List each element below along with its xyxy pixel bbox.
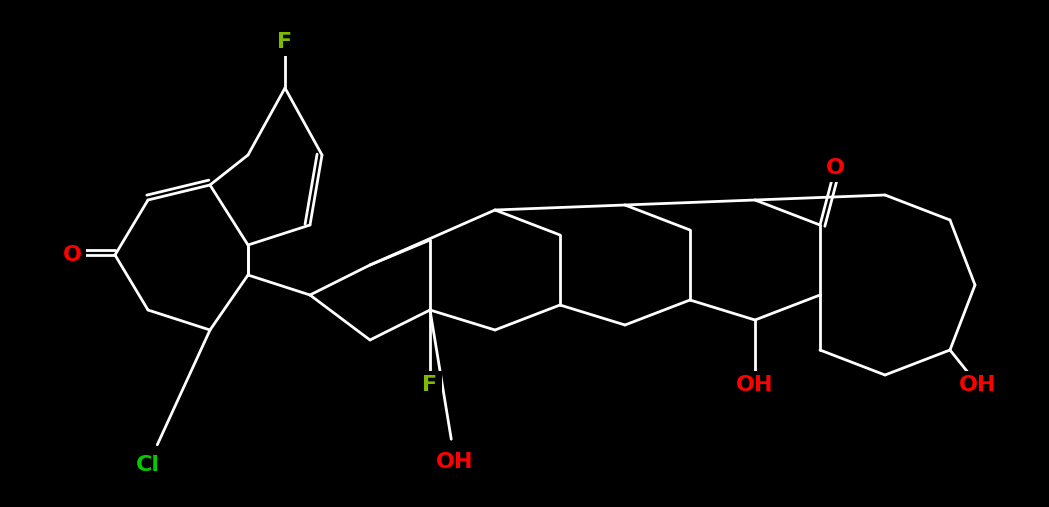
Text: OH: OH [959,375,997,395]
Text: OH: OH [436,452,474,472]
Text: O: O [826,158,844,178]
Text: F: F [423,375,437,395]
Text: F: F [277,32,293,52]
Text: Cl: Cl [136,455,160,475]
Text: O: O [63,245,82,265]
Text: OH: OH [736,375,774,395]
